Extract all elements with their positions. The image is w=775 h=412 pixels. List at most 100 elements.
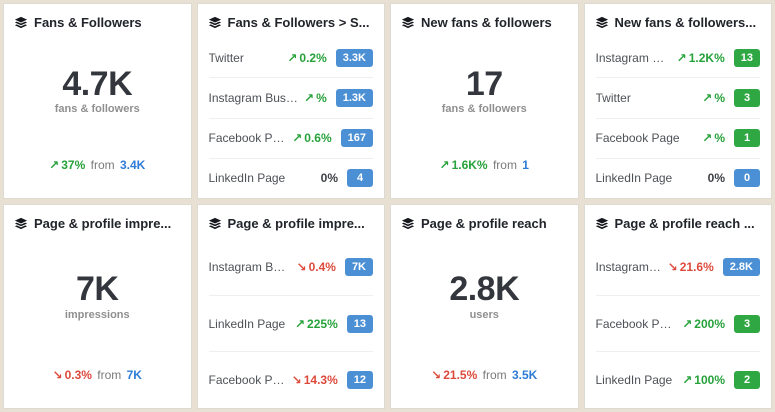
kpi-delta: ↘ 21.5% from 3.5K (391, 368, 578, 408)
delta-previous-value: 3.4K (119, 158, 146, 172)
network-label: Instagram Busi... (595, 50, 671, 65)
trend-up-icon: ↗ (682, 316, 693, 331)
card-page-profile-impressions[interactable]: Page & profile impre... 7K impressions ↘… (3, 204, 192, 409)
kpi-unit-label: fans & followers (54, 103, 140, 116)
row-percent: ↗ 1.2K% (677, 51, 725, 65)
row-percent: ↗ 200% (682, 317, 725, 331)
value-badge: 3 (734, 314, 760, 333)
layers-icon (14, 16, 28, 30)
layers-icon (208, 217, 222, 231)
percent-value: 0.6% (304, 131, 332, 146)
card-title: Page & profile reach (421, 216, 547, 231)
row-percent: 0% (706, 171, 725, 185)
card-title: Page & profile reach ... (614, 216, 755, 231)
layers-icon (208, 16, 222, 30)
percent-value: 200% (694, 316, 725, 331)
card-header: Fans & Followers (4, 4, 191, 38)
network-label: Facebook Page (595, 131, 680, 146)
value-badge: 7K (344, 257, 373, 276)
kpi-value: 17 (465, 64, 503, 103)
kpi-delta: ↗ 1.6K% from 1 (391, 158, 578, 198)
kpi-delta: ↘ 0.3% from 7K (4, 368, 191, 408)
card-fans-followers[interactable]: Fans & Followers 4.7K fans & followers ↗… (3, 3, 192, 199)
kpi-value: 2.8K (449, 270, 520, 309)
trend-down-icon: ↘ (667, 259, 678, 274)
trend-down-icon: ↘ (52, 368, 63, 382)
kpi-value: 7K (76, 270, 119, 309)
network-label: Facebook Page (595, 316, 677, 331)
value-badge: 4 (347, 169, 373, 188)
percent-value: 0% (707, 171, 725, 186)
network-list: Twitter ↗0.2% 3.3K Instagram Business ↗%… (198, 38, 385, 198)
row-percent: ↗ 0.2% (287, 51, 326, 65)
kpi-unit-label: fans & followers (441, 103, 527, 116)
network-label: Twitter (208, 50, 244, 65)
percent-value: 1.2K% (688, 50, 725, 65)
network-label: Facebook Page (208, 373, 286, 388)
card-header: Fans & Followers > S... (198, 4, 385, 38)
value-badge: 13 (733, 48, 760, 67)
delta-percent: 21.5% (443, 368, 478, 382)
trend-down-icon: ↘ (431, 368, 442, 382)
card-header: New fans & followers... (585, 4, 772, 38)
card-header: Page & profile impre... (4, 205, 191, 239)
network-label: Facebook Page (208, 131, 287, 146)
trend-up-icon: ↗ (292, 131, 303, 146)
network-row-instagram: Instagram Business ↗% 1.3K (208, 77, 373, 117)
network-label: Instagram Business (208, 259, 291, 274)
row-percent: ↘ 14.3% (292, 373, 338, 387)
value-badge: 12 (346, 371, 373, 390)
percent-value: % (316, 90, 327, 105)
network-row-facebook: Facebook Page ↗ 0.6% 167 (208, 117, 373, 158)
network-row-facebook: Facebook Page ↗ 200% 3 (595, 294, 760, 352)
card-title: Fans & Followers > S... (227, 15, 370, 30)
network-label: LinkedIn Page (595, 373, 673, 388)
row-percent: ↗% (304, 91, 327, 105)
trend-up-icon: ↗ (676, 50, 687, 65)
network-label: Twitter (595, 90, 631, 105)
layers-icon (14, 217, 28, 231)
kpi-value-block: 2.8K users (391, 225, 578, 368)
layers-icon (401, 16, 415, 30)
card-title: Page & profile impre... (227, 216, 365, 231)
kpi-value-block: 7K impressions (4, 225, 191, 368)
card-header: Page & profile reach ... (585, 205, 772, 239)
card-header: Page & profile impre... (198, 205, 385, 239)
row-percent: ↗% (702, 131, 725, 145)
card-page-profile-reach-by-network[interactable]: Page & profile reach ... Instagram Bu...… (583, 204, 772, 409)
network-label: LinkedIn Page (208, 171, 286, 186)
network-row-twitter: Twitter ↗% 3 (595, 77, 760, 117)
layers-icon (401, 217, 415, 231)
card-title: New fans & followers... (614, 15, 757, 30)
network-list: Instagram Business ↘0.4% 7K LinkedIn Pag… (198, 239, 385, 408)
card-page-profile-impressions-by-network[interactable]: Page & profile impre... Instagram Busine… (196, 204, 385, 409)
delta-percent: 1.6K% (451, 158, 488, 172)
card-title: New fans & followers (421, 15, 552, 30)
network-row-facebook: Facebook Page ↗% 1 (595, 117, 760, 158)
network-list: Instagram Bu... ↘21.6% 2.8K Facebook Pag… (585, 239, 772, 408)
trend-up-icon: ↗ (49, 158, 60, 172)
card-new-fans-followers[interactable]: New fans & followers 17 fans & followers… (390, 3, 579, 199)
percent-value: 225% (307, 316, 338, 331)
delta-from-label: from (492, 158, 517, 172)
network-row-twitter: Twitter ↗ 0.2% 3.3K (208, 38, 373, 77)
trend-up-icon: ↗ (287, 50, 298, 65)
trend-up-icon: ↗ (682, 373, 693, 388)
layers-icon (595, 217, 609, 231)
card-header: Page & profile reach (391, 205, 578, 239)
network-row-facebook: Facebook Page ↘ 14.3% 12 (208, 351, 373, 408)
percent-value: 100% (694, 373, 725, 388)
card-new-fans-followers-by-network[interactable]: New fans & followers... Instagram Busi..… (583, 3, 772, 199)
card-header: New fans & followers (391, 4, 578, 38)
network-row-linkedin: LinkedIn Page 0% 4 (208, 157, 373, 198)
delta-percent: 37% (61, 158, 86, 172)
row-percent: ↗% (702, 91, 725, 105)
row-percent: ↗ 0.6% (292, 131, 331, 145)
network-row-linkedin: LinkedIn Page ↗ 225% 13 (208, 294, 373, 352)
card-fans-followers-by-network[interactable]: Fans & Followers > S... Twitter ↗ 0.2% 3.… (196, 3, 385, 199)
card-page-profile-reach[interactable]: Page & profile reach 2.8K users ↘ 21.5% f… (390, 204, 579, 409)
percent-value: 14.3% (303, 373, 338, 388)
delta-percent: 0.3% (64, 368, 92, 382)
trend-up-icon: ↗ (304, 90, 315, 105)
